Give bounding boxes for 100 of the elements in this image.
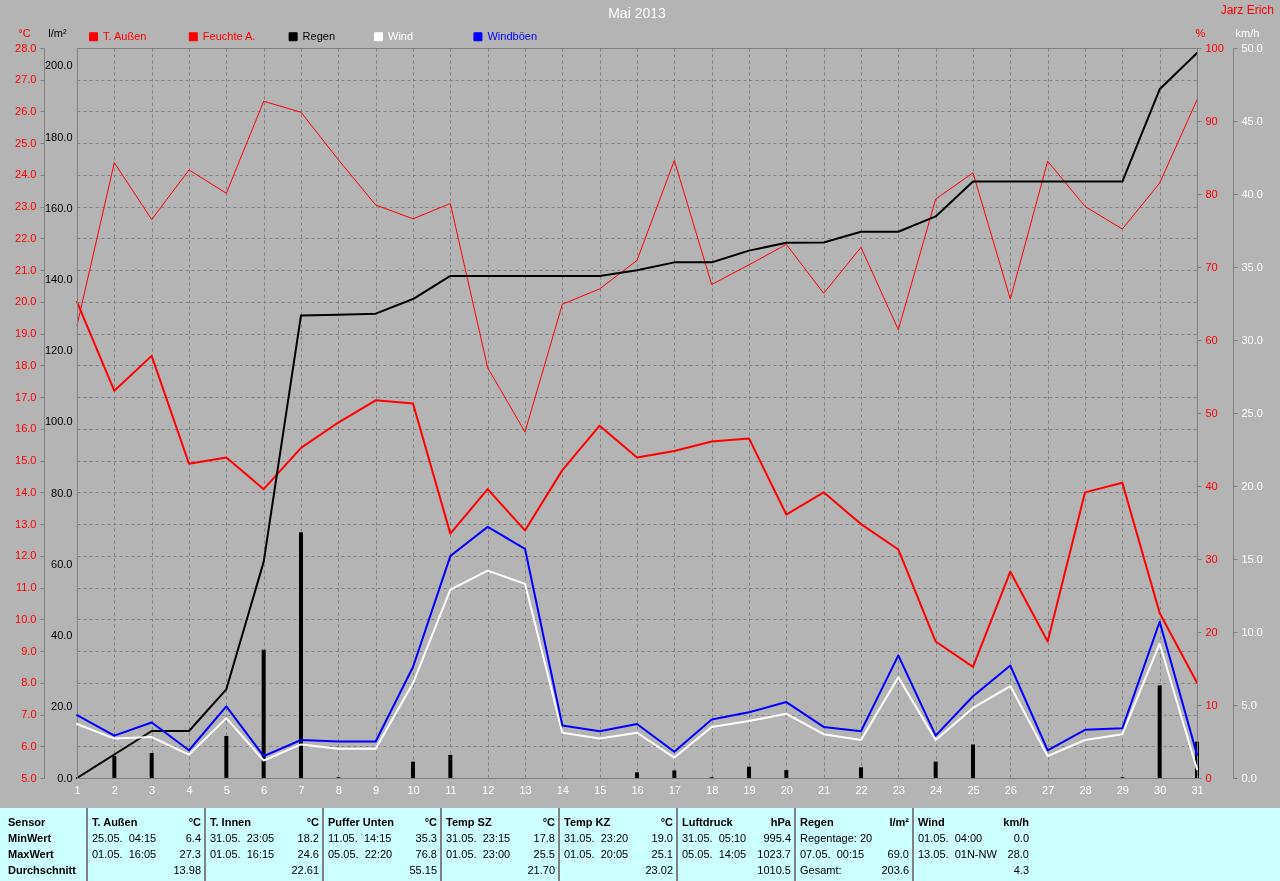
- x-tick-label: 19: [743, 783, 756, 796]
- y-tick-label: 23.0: [15, 200, 37, 213]
- text: 01.05. 16:15 24.6: [210, 848, 319, 860]
- x-tick-label: 7: [298, 783, 305, 796]
- y-tick-label: 22.0: [15, 231, 37, 244]
- y-axis-title: °C: [18, 26, 31, 39]
- y2-tick-label: 0.0: [57, 771, 73, 784]
- text: 01.05. 16:05 27.3: [92, 848, 201, 860]
- x-tick-label: 11: [445, 783, 457, 796]
- bar: [784, 770, 789, 778]
- x-tick-label: 8: [335, 783, 342, 796]
- text: Gesamt: 203.6: [800, 864, 909, 876]
- x-tick-label: 14: [556, 783, 569, 796]
- text: Jarz Erich: [1220, 3, 1274, 17]
- y-tick-label: 14.0: [15, 485, 37, 498]
- x-tick-label: 20: [780, 783, 793, 796]
- text: 01.05. 20:05 25.1: [564, 848, 673, 860]
- y-tick-label: 35.0: [1241, 260, 1263, 273]
- x-tick-label: 27: [1042, 783, 1055, 796]
- y-tick-label: 17.0: [15, 390, 37, 403]
- y-tick-label: 24.0: [15, 168, 37, 181]
- bar: [635, 772, 639, 778]
- y-tick-label: 5.0: [21, 771, 37, 784]
- text: MinWert: [8, 831, 52, 846]
- text: 4.3: [1013, 863, 1029, 878]
- line-series: [76, 51, 1198, 779]
- y-axis-title: km/h: [1235, 26, 1260, 39]
- y3-tick-label: 100: [1205, 41, 1224, 54]
- bar: [672, 770, 677, 778]
- x-tick-label: 9: [373, 783, 380, 796]
- y2-tick-label: 200.0: [44, 59, 73, 72]
- y3-tick-label: 90: [1205, 114, 1218, 127]
- text: 07.05. 00:15 69.0: [800, 848, 909, 860]
- text: 1010.5: [757, 863, 791, 878]
- x-tick-label: 3: [149, 783, 156, 796]
- y3-axis-title: %: [1195, 26, 1206, 39]
- text: 13.98: [173, 863, 201, 878]
- bar: [448, 754, 453, 778]
- y-tick-label: 7.0: [21, 708, 37, 721]
- bar: [149, 753, 154, 778]
- text: Wind km/h: [918, 816, 1029, 828]
- text: 01.05. 23:00 25.5: [446, 848, 555, 860]
- y3-tick-label: 60: [1205, 333, 1218, 346]
- y3-tick-label: 30: [1205, 552, 1218, 565]
- text: Regen l/m²: [800, 816, 909, 828]
- x-tick-label: 23: [892, 783, 905, 796]
- y-tick-label: 11.0: [15, 581, 37, 594]
- y-tick-label: 40.0: [1241, 187, 1263, 200]
- bar: [1157, 685, 1162, 778]
- text: 21.70: [527, 863, 555, 878]
- y3-tick-label: 10: [1205, 698, 1218, 711]
- y-tick-label: 25.0: [1241, 406, 1263, 419]
- chart-title: Mai 2013: [608, 5, 667, 21]
- text: Temp SZ °C: [446, 816, 555, 828]
- legend-label: Windböen: [487, 29, 538, 42]
- text: MaxWert: [8, 847, 54, 862]
- legend-label: Regen: [302, 29, 336, 42]
- x-tick-label: 1: [74, 783, 81, 796]
- y-tick-label: 28.0: [15, 41, 37, 54]
- y3-tick-label: 70: [1205, 260, 1218, 273]
- y3-tick-label: 40: [1205, 479, 1218, 492]
- y3-tick-label: 80: [1205, 187, 1218, 200]
- x-tick-label: 22: [855, 783, 868, 796]
- text: 31.05. 23:05 18.2: [210, 832, 319, 844]
- x-tick-label: 12: [482, 783, 495, 796]
- text: 31.05. 05:10 995.4: [682, 832, 791, 844]
- bar: [933, 761, 938, 778]
- y-tick-label: 25.0: [15, 136, 37, 149]
- text: 55.15: [409, 863, 437, 878]
- y-tick-label: 21.0: [15, 263, 37, 276]
- y-tick-label: 10.0: [1241, 625, 1263, 638]
- legend-label: T. Außen: [103, 29, 147, 42]
- text: Durchschnitt: [8, 863, 76, 878]
- bar: [859, 767, 863, 778]
- x-tick-label: 31: [1191, 783, 1204, 796]
- y-tick-label: 27.0: [15, 73, 37, 86]
- y-tick-label: 20.0: [1241, 479, 1263, 492]
- bar: [299, 532, 303, 778]
- y-tick-label: 13.0: [15, 517, 37, 530]
- x-tick-label: 25: [967, 783, 980, 796]
- legend-label: Feuchte A.: [202, 29, 256, 42]
- y2-tick-label: 160.0: [44, 201, 73, 214]
- bar: [224, 735, 229, 778]
- x-tick-label: 30: [1154, 783, 1167, 796]
- y2-tick-label: 120.0: [44, 344, 73, 357]
- text: 05.05. 22:20 76.8: [328, 848, 437, 860]
- y-tick-label: 20.0: [15, 295, 37, 308]
- text: 25.05. 04:15 6.4: [92, 832, 201, 844]
- text: Sensor: [8, 815, 46, 830]
- legend-label: Wind: [388, 29, 414, 42]
- x-tick-label: 16: [631, 783, 644, 796]
- x-tick-label: 17: [668, 783, 681, 796]
- bar: [747, 766, 751, 778]
- text: 23.02: [645, 863, 673, 878]
- x-tick-label: 13: [519, 783, 532, 796]
- text: 01.05. 04:00 0.0: [918, 832, 1029, 844]
- text: 31.05. 23:15 17.8: [446, 832, 555, 844]
- y2-tick-label: 20.0: [51, 700, 73, 713]
- text: 05.05. 14:05 1023.7: [682, 847, 791, 862]
- x-tick-label: 5: [223, 783, 230, 796]
